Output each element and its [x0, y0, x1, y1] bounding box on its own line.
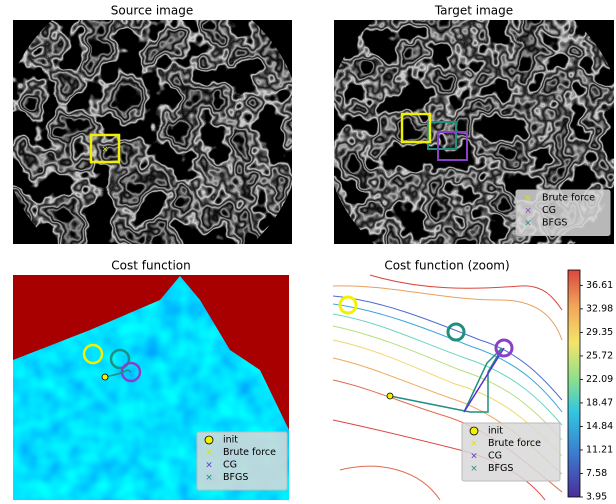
- legend-marker: ×: [470, 464, 478, 474]
- path: [389, 347, 503, 413]
- box: [400, 112, 432, 144]
- legend-box: [461, 422, 561, 482]
- marker: ×: [102, 145, 109, 154]
- legend-label: init: [223, 435, 238, 446]
- colorbar-tick-label: 32.98: [586, 303, 613, 314]
- marker: [338, 295, 358, 315]
- box: [89, 133, 121, 164]
- marker: [386, 392, 394, 400]
- legend-marker: ×: [470, 439, 478, 449]
- marker: [494, 338, 514, 358]
- legend-label: CG: [488, 451, 502, 462]
- panel-title: Cost function (zoom): [384, 259, 509, 273]
- legend-marker: ×: [524, 194, 532, 204]
- legend-marker: ×: [205, 461, 213, 471]
- marker: [101, 373, 109, 381]
- legend-marker: ×: [205, 448, 213, 458]
- colorbar-tick-label: 22.09: [586, 374, 613, 385]
- legend-box: [196, 431, 288, 491]
- legend-marker: ×: [205, 473, 213, 483]
- colorbar-tick-label: 11.21: [586, 444, 613, 455]
- colorbar-tick-label: 29.35: [586, 327, 613, 338]
- legend-label: CG: [223, 460, 237, 471]
- legend-marker: ×: [524, 219, 532, 229]
- legend-label: Brute force: [488, 438, 541, 449]
- legend-marker: ×: [470, 452, 478, 462]
- panel-title: Target image: [434, 4, 513, 18]
- path: [104, 369, 132, 378]
- colorbar-tick-label: 25.72: [586, 350, 613, 361]
- legend: × Brute force × CG × BFGS: [515, 189, 611, 236]
- box: [437, 131, 468, 161]
- legend-label: BFGS: [223, 472, 248, 483]
- colorbar-tick-label: 14.84: [586, 421, 613, 432]
- legend-marker: ×: [524, 206, 532, 216]
- legend-label: CG: [542, 205, 556, 216]
- legend-label: Brute force: [542, 193, 595, 204]
- panel-title: Cost function: [111, 259, 191, 273]
- marker: [446, 322, 466, 342]
- panel-title: Source image: [111, 4, 193, 18]
- colorbar-tick-label: 7.58: [586, 468, 607, 479]
- legend-box: [515, 189, 611, 236]
- colorbar: [567, 269, 581, 498]
- legend-marker: [204, 435, 214, 445]
- image-texture: [13, 20, 292, 244]
- legend: init × Brute force × CG × BFGS: [461, 422, 561, 482]
- marker: [82, 343, 104, 365]
- legend: init × Brute force × CG × BFGS: [196, 431, 288, 491]
- legend-label: Brute force: [223, 447, 276, 458]
- legend-label: BFGS: [488, 463, 513, 474]
- legend-label: BFGS: [542, 218, 567, 229]
- legend-label: init: [488, 426, 503, 437]
- box: [427, 121, 457, 150]
- contours: [332, 274, 563, 501]
- path: [463, 347, 505, 413]
- marker: [109, 348, 131, 370]
- colorbar-tick-label: 3.95: [586, 492, 607, 503]
- colorbar-tick-label: 18.47: [586, 397, 613, 408]
- legend-marker: [469, 426, 479, 436]
- colorbar-tick-label: 36.61: [586, 280, 613, 291]
